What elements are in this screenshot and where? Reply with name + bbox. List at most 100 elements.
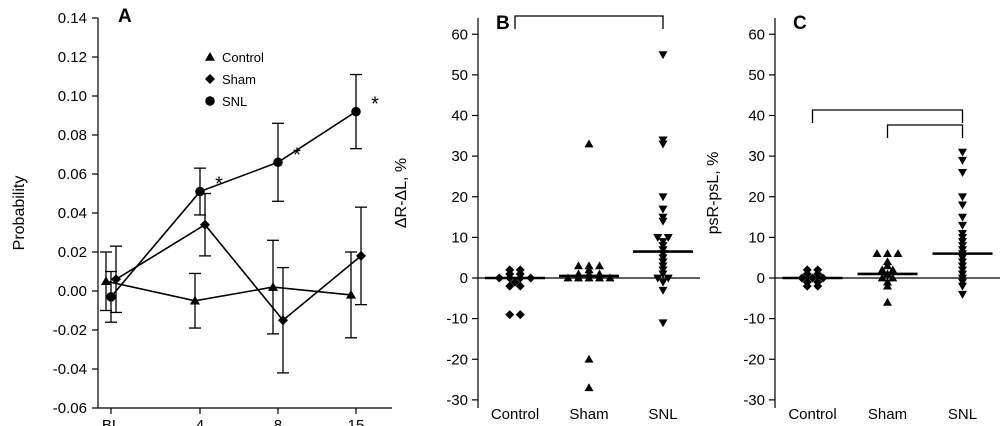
legend-marker xyxy=(205,74,215,84)
data-point xyxy=(658,205,668,214)
x-tick-label: Sham xyxy=(868,406,907,423)
panel-a-axes xyxy=(92,17,392,414)
data-point xyxy=(883,277,892,286)
y-tick-label: 10 xyxy=(451,229,468,246)
data-point xyxy=(658,319,668,328)
data-point xyxy=(883,281,892,290)
significance-bracket xyxy=(514,15,664,29)
group-sham xyxy=(857,249,918,306)
data-point xyxy=(958,234,967,242)
series-sham xyxy=(110,192,367,374)
significance-bracket xyxy=(886,124,964,138)
data-point xyxy=(958,254,967,263)
group-control xyxy=(485,265,545,320)
group-snl xyxy=(633,51,693,328)
data-point xyxy=(877,273,887,282)
data-point xyxy=(515,310,525,320)
y-axis-label: psR-psL, % xyxy=(705,152,722,235)
data-point xyxy=(584,139,594,148)
panel-b-axes xyxy=(472,18,700,408)
y-tick-label: 0.02 xyxy=(58,244,87,261)
series-line xyxy=(105,280,352,302)
legend-label: Sham xyxy=(222,72,256,87)
data-point xyxy=(584,383,594,392)
legend: Control Sham SNL xyxy=(205,50,264,109)
data-point xyxy=(574,261,583,270)
data-point xyxy=(813,265,823,275)
data-point xyxy=(958,229,967,238)
data-point xyxy=(958,238,967,246)
data-point xyxy=(893,249,903,257)
data-point xyxy=(958,290,967,299)
panel-b: 60 50 40 30 20 10 0 -10 -20 -30 ΔR-ΔL, % B Control Sh… xyxy=(393,13,700,423)
data-point xyxy=(584,261,594,270)
data-point xyxy=(958,242,967,250)
data-point xyxy=(190,295,200,305)
y-tick-label: 0 xyxy=(757,270,765,287)
y-axis-label: ΔR-ΔL, % xyxy=(393,158,410,228)
y-tick-label: -0.04 xyxy=(53,361,87,378)
y-tick-label: -20 xyxy=(743,351,765,368)
data-point xyxy=(195,186,205,197)
significance-star: * xyxy=(293,144,301,166)
series-control xyxy=(100,239,357,339)
data-point xyxy=(883,257,892,266)
data-point xyxy=(563,273,573,282)
data-point xyxy=(658,217,668,226)
y-tick-label: 60 xyxy=(451,26,468,43)
y-tick-label: -0.06 xyxy=(53,400,87,417)
data-point xyxy=(595,273,604,282)
y-tick-label: 50 xyxy=(748,67,765,84)
y-tick-label: 0.04 xyxy=(58,205,87,222)
x-tick-label: BL xyxy=(102,417,120,426)
data-point xyxy=(658,140,668,149)
data-point xyxy=(505,310,515,320)
data-point xyxy=(883,261,892,270)
group-control xyxy=(782,265,843,291)
y-tick-label: 60 xyxy=(748,26,765,43)
y-tick-label: -0.02 xyxy=(53,322,87,339)
data-point xyxy=(888,273,898,282)
significance-star: * xyxy=(215,174,223,196)
y-tick-label: 0.10 xyxy=(58,88,87,105)
data-point xyxy=(106,292,116,302)
data-point xyxy=(658,266,668,275)
data-point xyxy=(515,265,525,275)
data-point xyxy=(658,262,668,271)
y-tick-label: 0.06 xyxy=(58,166,87,183)
x-tick-label: SNL xyxy=(648,406,677,423)
data-point xyxy=(268,282,278,291)
data-point xyxy=(356,250,366,261)
y-tick-label: 30 xyxy=(748,148,765,165)
data-point xyxy=(958,282,967,291)
y-tick-label: 20 xyxy=(748,189,765,206)
data-point xyxy=(658,242,668,250)
series-snl: * * * xyxy=(105,73,379,323)
data-point xyxy=(813,281,823,291)
legend-label: SNL xyxy=(222,94,247,109)
data-point xyxy=(101,276,111,285)
data-point xyxy=(883,249,892,257)
data-point xyxy=(958,278,967,287)
data-point xyxy=(510,277,520,287)
data-point xyxy=(584,354,594,363)
panel-label: A xyxy=(118,6,132,27)
y-tick-label: -20 xyxy=(446,351,468,368)
panel-label: C xyxy=(793,13,807,34)
data-point xyxy=(958,246,967,255)
panel-label: B xyxy=(496,13,510,34)
y-tick-label: -30 xyxy=(446,392,468,409)
x-tick-label: Sham xyxy=(569,406,608,423)
data-point xyxy=(883,297,892,306)
y-tick-label: -30 xyxy=(743,392,765,409)
data-point xyxy=(574,273,583,282)
y-tick-label: 20 xyxy=(451,189,468,206)
y-tick-label: 40 xyxy=(748,108,765,125)
x-tick-label: 15 xyxy=(348,417,365,426)
group-snl xyxy=(932,148,993,299)
data-point xyxy=(663,274,673,283)
y-tick-label: 0.12 xyxy=(58,49,87,66)
data-point xyxy=(802,281,812,291)
panel-a: 0.14 0.12 0.10 0.08 0.06 0.04 0.02 0.00 -0.02 -0.… xyxy=(11,6,392,426)
